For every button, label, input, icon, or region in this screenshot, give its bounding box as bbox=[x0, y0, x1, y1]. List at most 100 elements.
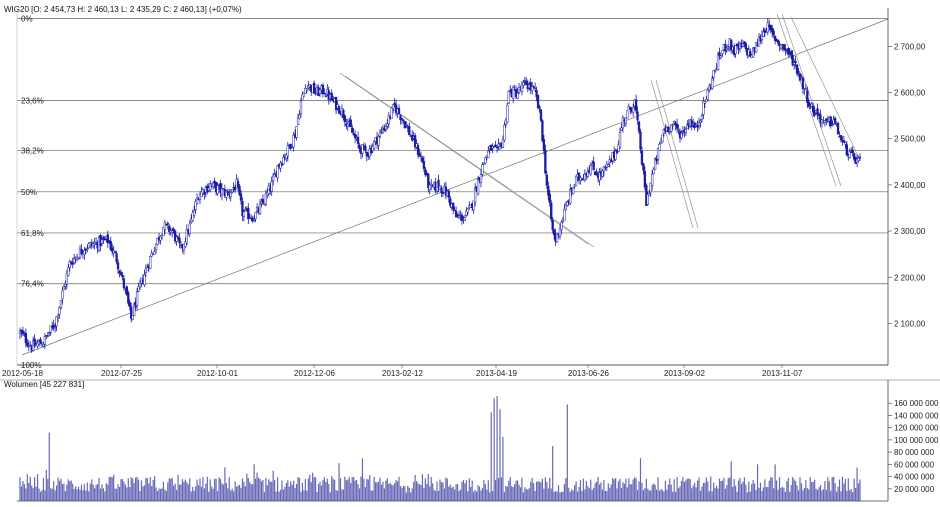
volume-bar bbox=[394, 483, 396, 501]
candle-body bbox=[795, 64, 799, 74]
fib-level-label: 38,2% bbox=[21, 147, 44, 156]
candle-body bbox=[378, 131, 382, 137]
candle-body bbox=[399, 115, 402, 121]
volume-bar bbox=[178, 484, 181, 501]
candle-body bbox=[525, 80, 528, 85]
volume-bar bbox=[635, 478, 637, 501]
volume-bar bbox=[508, 480, 510, 501]
volume-bar bbox=[473, 491, 475, 501]
volume-bar bbox=[310, 481, 312, 501]
volume-bar bbox=[344, 476, 346, 501]
volume-bar bbox=[373, 476, 375, 501]
volume-bar bbox=[632, 479, 634, 501]
volume-bar bbox=[20, 486, 23, 501]
candle-body bbox=[548, 193, 551, 203]
volume-bar bbox=[694, 482, 696, 501]
volume-bar bbox=[660, 488, 662, 501]
candle-body bbox=[536, 94, 540, 109]
candle-body bbox=[418, 153, 421, 157]
volume-bar bbox=[180, 484, 182, 501]
volume-bar bbox=[146, 478, 148, 501]
volume-bar bbox=[47, 479, 49, 501]
volume-bar bbox=[303, 490, 305, 501]
candle-body bbox=[33, 338, 36, 347]
volume-bar bbox=[461, 481, 463, 501]
candle-body bbox=[776, 39, 780, 44]
volume-bar bbox=[410, 492, 412, 501]
volume-bar bbox=[54, 490, 56, 501]
candle-body bbox=[402, 119, 405, 122]
volume-bar bbox=[89, 483, 91, 501]
candle-body bbox=[280, 164, 284, 166]
volume-bar bbox=[440, 482, 443, 501]
candle-body bbox=[258, 203, 262, 215]
volume-bar bbox=[69, 481, 71, 501]
volume-bar bbox=[341, 489, 343, 501]
volume-bar bbox=[474, 489, 476, 501]
volume-bar bbox=[492, 491, 494, 501]
volume-bar bbox=[522, 492, 525, 501]
volume-bar bbox=[644, 488, 646, 501]
candle-body bbox=[229, 192, 232, 198]
volume-tick-label: 80 000 000 bbox=[894, 448, 935, 457]
volume-bar bbox=[651, 484, 653, 501]
volume-bar bbox=[177, 474, 179, 501]
candle-body bbox=[440, 187, 443, 193]
volume-bar bbox=[55, 485, 58, 501]
candle-body bbox=[125, 286, 128, 295]
volume-bar bbox=[525, 489, 527, 501]
volume-bar bbox=[355, 480, 358, 501]
candle-body bbox=[441, 191, 445, 194]
candle-body bbox=[83, 250, 86, 255]
candle-body bbox=[175, 236, 178, 242]
candle-body bbox=[721, 49, 724, 54]
volume-bar bbox=[326, 478, 328, 501]
candle-body bbox=[602, 166, 606, 172]
volume-bar bbox=[367, 479, 369, 501]
candle-body bbox=[330, 92, 333, 101]
candle-body bbox=[302, 91, 306, 97]
volume-bar bbox=[560, 492, 563, 501]
candle-body bbox=[413, 135, 417, 148]
volume-bar bbox=[710, 476, 712, 501]
volume-bar bbox=[833, 476, 835, 501]
candle-body bbox=[741, 43, 745, 47]
candle-body bbox=[397, 107, 401, 115]
candle-body bbox=[713, 69, 717, 72]
volume-bar bbox=[475, 491, 478, 501]
channel-line-d1 bbox=[790, 16, 861, 161]
volume-bar bbox=[837, 486, 839, 501]
candle-body bbox=[851, 149, 854, 154]
volume-bar bbox=[714, 488, 716, 501]
volume-bar bbox=[843, 483, 845, 501]
volume-bar bbox=[493, 398, 495, 501]
volume-bar bbox=[41, 490, 43, 501]
volume-bar bbox=[57, 477, 59, 501]
volume-bar bbox=[262, 479, 264, 501]
volume-bar bbox=[228, 477, 230, 501]
volume-bars bbox=[19, 395, 861, 501]
volume-bar bbox=[629, 484, 631, 501]
candle-body bbox=[172, 228, 175, 232]
volume-bar bbox=[448, 486, 450, 501]
candle-body bbox=[428, 184, 431, 190]
volume-bar bbox=[114, 488, 116, 501]
candle-body bbox=[447, 190, 450, 198]
volume-bar bbox=[268, 479, 270, 501]
candle-body bbox=[194, 201, 197, 210]
volume-bar bbox=[723, 477, 725, 501]
volume-bar bbox=[252, 484, 254, 501]
volume-bar bbox=[221, 483, 223, 501]
volume-bar bbox=[754, 483, 756, 501]
volume-bar bbox=[683, 482, 685, 501]
candle-body bbox=[102, 237, 105, 240]
volume-bar bbox=[841, 476, 844, 501]
volume-bar bbox=[588, 488, 590, 501]
volume-bar bbox=[625, 478, 627, 501]
candle-body bbox=[384, 125, 388, 130]
volume-bar bbox=[455, 484, 457, 501]
volume-bar bbox=[701, 486, 703, 501]
candle-body bbox=[836, 123, 840, 135]
volume-bar bbox=[237, 485, 239, 501]
candle-body bbox=[52, 324, 55, 329]
